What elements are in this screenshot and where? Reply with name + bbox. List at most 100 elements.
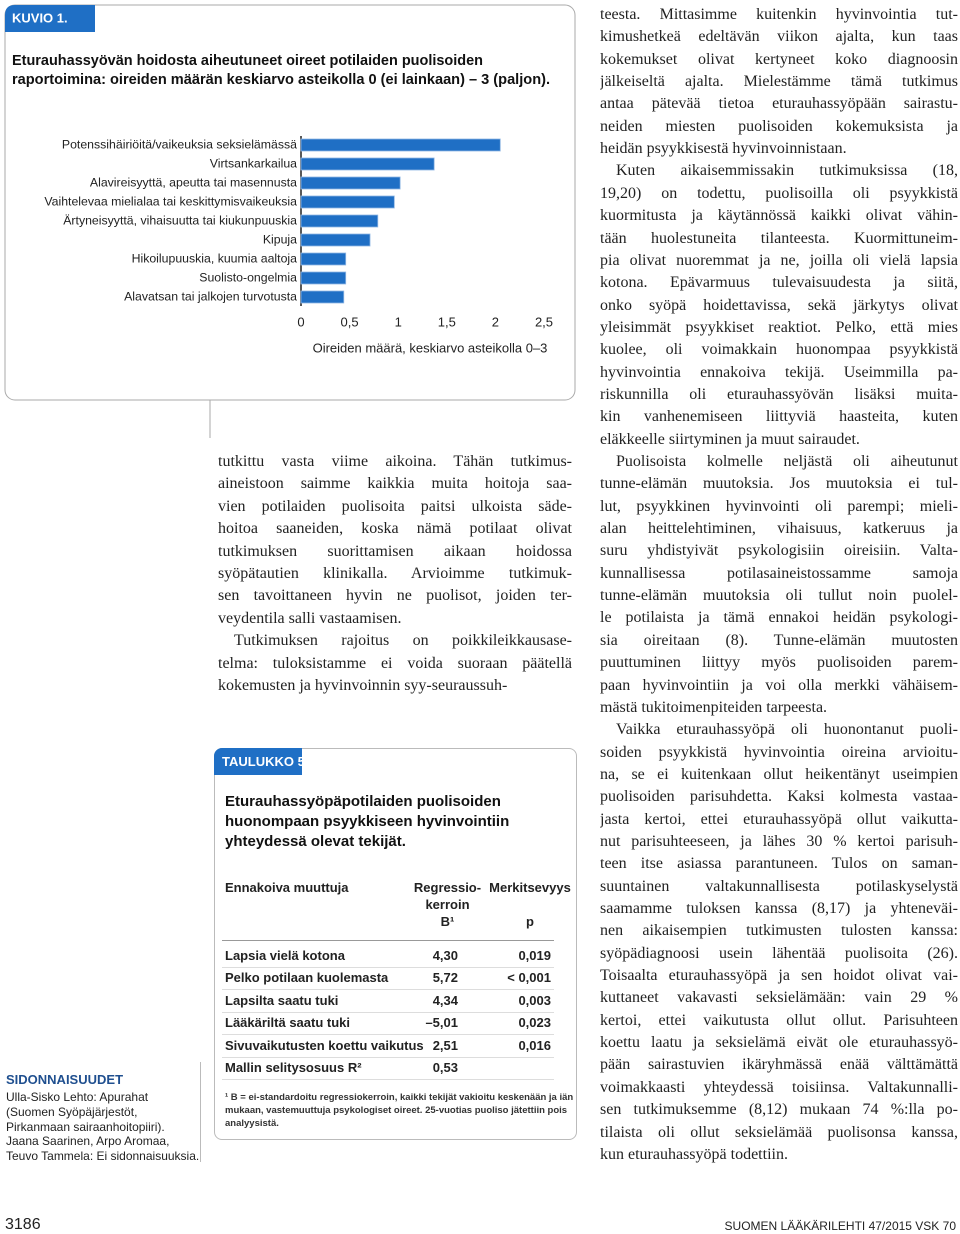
text-line: neiden miesten puolisoiden kokemuksista …: [600, 117, 958, 135]
text-line: puuttuminen liittyy myös puolisoiden par…: [600, 654, 958, 672]
text-line: kunnallisessa potilasaineistossamme samo…: [600, 564, 958, 582]
x-tick-label: 2: [492, 314, 499, 329]
table-cell: –5,01: [425, 1015, 458, 1031]
x-tick-label: 1,5: [438, 314, 456, 329]
text-line: heidän psyykkisestä hyvinvoinnistaan.: [600, 140, 847, 158]
text-line: syöpätautien klinikalla. Arvioimme tutki…: [218, 565, 572, 582]
table-tab: [214, 748, 302, 775]
table-rule: [222, 1079, 554, 1080]
text-line: sia oireitaan (8). Tunne-elämän muutoste…: [600, 631, 958, 649]
table-rule: [222, 1011, 554, 1013]
category-label: Ärtyneisyyttä, vihaisuutta tai kiukunpuu…: [63, 213, 297, 227]
table-cell: 0,019: [518, 948, 551, 963]
disclosures-line: Teuvo Tammela: Ei sidonnaisuuksia.: [6, 1149, 200, 1164]
text-line: saamamme tuloksen kanssa (8,17) ja yhten…: [600, 900, 958, 917]
table-header: kerroin: [425, 897, 470, 912]
table-cell: 4,30: [432, 948, 458, 963]
category-label: Virtsankarkailua: [210, 156, 297, 170]
bar: [300, 176, 401, 190]
text-line: sen tutkimuksemme (8,12) mukaan 74 %:lla…: [600, 1101, 958, 1119]
text-line: tutkimuksen suorittamisen aikaan hoidoss…: [218, 542, 572, 560]
disclosures-heading: SIDONNAISUUDET: [6, 1072, 124, 1087]
category-label: Alavireisyyttä, apeutta tai masennusta: [90, 175, 297, 189]
journal-name: SUOMEN LÄÄKÄRILEHTI 47/2015 VSK 70: [724, 1219, 956, 1233]
text-line: antaa pätevää tietoa eturauhassyöpään sa…: [600, 95, 958, 113]
disclosures-line: (Suomen Syöpäjärjestöt,: [6, 1104, 138, 1119]
text-line: Vaikka eturauhassyöpä oli huonontanut pu…: [616, 721, 958, 739]
text-line: kuormitusta ja käytännössä kaikki olivat…: [600, 207, 958, 225]
disclosures-line: Jaana Saarinen, Arpo Aromaa,: [6, 1134, 170, 1149]
bar: [300, 195, 395, 209]
text-line: yleisimmät psyykkiset reaktiot. Pelko, e…: [600, 318, 958, 336]
text-line: kertoi, ettei vaikutusta ollut ollut. Pa…: [600, 1011, 958, 1029]
table-cell: Mallin selitysosuus R²: [225, 1060, 362, 1075]
category-label: Kipuja: [263, 232, 297, 246]
category-label: Potenssihäiriöitä/vaikeuksia seksielämäs…: [62, 137, 297, 151]
text-line: tunne-elämän muutoksia oli tullut noin p…: [600, 587, 958, 605]
table-header: Regressio-: [413, 880, 482, 895]
table-rule: [222, 967, 554, 968]
text-line: Toisaalta eturauhassyöpä ja sen hoidot o…: [600, 967, 958, 985]
text-line: Kuten aikaisemmissakin tutkimuksissa (18…: [616, 162, 958, 180]
x-axis-label: Oireiden määrä, keskiarvo asteikolla 0–3: [313, 340, 548, 355]
bar: [300, 252, 347, 266]
category-label: Suolisto-ongelmia: [199, 270, 297, 284]
text-line: pään sairastuvien ikäryhmässä enää vältt…: [600, 1056, 958, 1074]
text-line: tään huolestuneita tilanteesta. Kuormitt…: [600, 229, 958, 247]
table-rule: [222, 1034, 554, 1036]
x-tick-label: 1: [395, 314, 402, 329]
table-cell: Lääkäriltä saatu tuki: [225, 1015, 350, 1031]
text-line: jasta kertoi, ettei eturauhassyöpä ollut…: [600, 810, 958, 828]
page-number: 3186: [5, 1216, 41, 1233]
table-cell: < 0,001: [507, 970, 551, 986]
chart-title: raportoimina: oireiden määrän keskiarvo …: [12, 72, 550, 88]
text-line: nut parisuhteeseen, ja lähes 30 % kertoi…: [600, 832, 958, 850]
text-line: kimushetkeä edeltävän viikon ajalta, kun…: [600, 28, 958, 46]
table-cell: Lapsia vielä kotona: [225, 948, 345, 963]
table-cell: 0,003: [518, 992, 551, 1008]
text-line: tilaista oli ollut seksielämää puolisons…: [600, 1123, 958, 1141]
table-cell: Sivuvaikutusten koettu vaikutus: [225, 1037, 424, 1053]
text-line: kuttaneet vakavasti seksielämään: vain 2…: [600, 989, 958, 1007]
category-label: Vaihtelevaa mielialaa tai keskittymisvai…: [44, 194, 297, 208]
figure-label: KUVIO 1.: [12, 10, 68, 25]
bar: [300, 138, 501, 152]
text-line: kokemukset olivat kertyneet koko diagnoo…: [600, 50, 958, 68]
figure-tab: [5, 5, 95, 32]
text-line: kotona. Epävarmuus tulevaisuudesta ja si…: [600, 274, 958, 292]
category-label: Alavatsan tai jalkojen turvotusta: [124, 289, 297, 303]
text-line: na, se ei kuitenkaan ollut heikentänyt u…: [600, 765, 958, 783]
table-title: huonompaan psyykkiseen hyvinvointiin: [225, 813, 510, 830]
text-line: vien potilaiden puolisoita paitsi ulkois…: [218, 497, 572, 515]
table-footnote: analyysistä.: [225, 1118, 279, 1129]
text-line: suuntainen valtakunnallisesta potilaskys…: [600, 877, 958, 895]
table-header: B¹: [440, 914, 455, 929]
table-header: Merkitsevyys: [489, 880, 571, 895]
table-cell: 2,51: [432, 1037, 458, 1053]
text-line: Tutkimuksen rajoitus on poikkileikkausas…: [234, 632, 572, 650]
table-header: Ennakoiva muuttuja: [225, 880, 349, 895]
text-line: pia olivat nuoremmat ja ne, joilla oli v…: [600, 251, 958, 269]
text-line: veydentila salli vastaamisen.: [218, 609, 402, 627]
figure-frame: [4, 4, 576, 401]
text-line: kuolee, oli voimakkain huonompaa psyykki…: [600, 341, 958, 359]
text-line: kokemusten ja hyvinvoinnin syy-seuraussu…: [218, 677, 508, 694]
table-cell: 4,34: [432, 992, 458, 1008]
text-line: telma: tuloksistamme ei voida suoraan pä…: [218, 654, 572, 672]
bar: [300, 214, 379, 228]
x-tick-label: 0,5: [341, 314, 359, 329]
text-line: alan heittelehtiminen, vihaisuus, katker…: [600, 520, 958, 538]
text-line: hoitoa saaneiden, koska nämä potilaat ol…: [218, 520, 572, 538]
text-line: syöpädiagnoosi usein lähentää puolisoita…: [600, 944, 958, 962]
table-title: yhteydessä olevat tekijät.: [225, 833, 406, 850]
category-label: Hikoilupuuskia, kuumia aaltoja: [132, 251, 298, 265]
disclosures-line: Ulla-Sisko Lehto: Apurahat: [6, 1090, 149, 1104]
text-line: eläkkeelle siirtyminen ja muut sairaudet…: [600, 430, 860, 448]
text-line: nen aikaisempien tutkimusten tulosten ka…: [600, 922, 958, 940]
text-line: le potilaista ja tämä ennakoi heidän psy…: [600, 609, 958, 627]
text-line: paan hyvinvointiin ja voi olla merkki vä…: [600, 676, 958, 694]
table-cell: 0,016: [518, 1037, 551, 1053]
x-tick-label: 0: [297, 314, 304, 329]
text-line: suru yhdistyivät psykologisiin oireisiin…: [600, 542, 958, 560]
